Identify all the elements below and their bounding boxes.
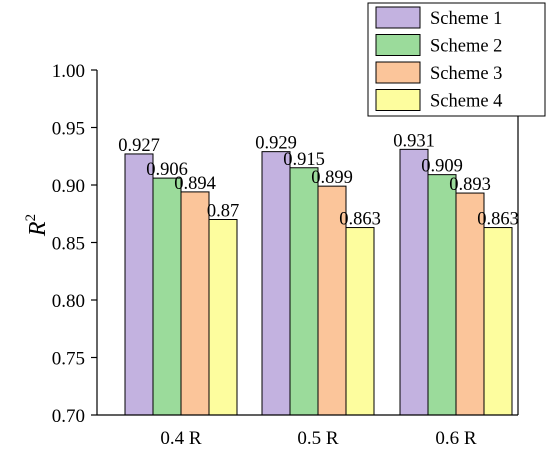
bar-s2-1	[289, 167, 319, 416]
y-tick-label-2: 0.80	[52, 291, 85, 312]
value-label-s4-0: 0.87	[207, 202, 239, 222]
bar-s4-0	[208, 219, 238, 416]
legend-swatch-2	[375, 34, 421, 56]
value-label-s1-1: 0.929	[255, 134, 297, 154]
value-label-s2-0: 0.906	[146, 160, 188, 180]
value-labels-layer: 0.927 0.929 0.931 0.906 0.915 0.909 0.894 0.899…	[118, 131, 519, 229]
y-tick-label-5: 0.95	[52, 119, 85, 140]
bar-s4-1	[345, 227, 375, 416]
bar-s3-0	[180, 191, 210, 416]
bar-s3-1	[317, 185, 347, 416]
x-tick-label-1: 0.5 R	[297, 428, 339, 449]
value-label-s1-0: 0.927	[118, 136, 160, 156]
value-label-s4-2: 0.863	[477, 210, 519, 230]
legend-label-3: Scheme 3	[430, 64, 502, 84]
legend-label-2: Scheme 2	[430, 37, 502, 57]
y-tick-label-0: 0.70	[52, 406, 85, 427]
x-tick-label-2: 0.6 R	[435, 428, 477, 449]
bar-s1-0	[124, 153, 154, 416]
y-axis-title: R2	[23, 214, 51, 237]
axes-layer: 0.70 0.75 0.80 0.85 0.90 0.95 1.00 0.4 R 0.5 R 0.…	[23, 61, 519, 449]
legend-swatch-3	[375, 61, 421, 84]
value-label-s2-2: 0.909	[421, 157, 463, 177]
value-label-s1-2: 0.931	[393, 131, 435, 151]
bar-s2-0	[152, 177, 182, 416]
value-label-s2-1: 0.915	[283, 150, 325, 170]
value-label-s4-1: 0.863	[339, 210, 381, 230]
legend-label-4: Scheme 4	[430, 92, 502, 112]
bar-s1-2	[399, 148, 429, 416]
y-axis-title-superscript: 2	[23, 214, 39, 222]
value-label-s3-2: 0.893	[449, 175, 491, 195]
y-tick-label-1: 0.75	[52, 349, 85, 370]
legend: Scheme 1 Scheme 2 Scheme 3 Scheme 4	[367, 2, 546, 117]
bar-s2-2	[427, 174, 457, 416]
bar-s4-2	[483, 227, 513, 416]
y-tick-label-6: 1.00	[52, 61, 85, 82]
value-label-s3-1: 0.899	[311, 168, 353, 188]
legend-label-1: Scheme 1	[430, 9, 502, 29]
bar-s1-1	[261, 151, 291, 416]
bars-layer	[124, 148, 513, 416]
y-tick-label-4: 0.90	[52, 176, 85, 197]
y-axis-title-base: R	[25, 221, 51, 237]
y-tick-label-3: 0.85	[52, 234, 85, 255]
legend-swatch-4	[375, 89, 421, 111]
x-tick-label-0: 0.4 R	[160, 428, 202, 449]
value-label-s3-0: 0.894	[174, 174, 216, 194]
legend-swatch-1	[375, 6, 421, 29]
